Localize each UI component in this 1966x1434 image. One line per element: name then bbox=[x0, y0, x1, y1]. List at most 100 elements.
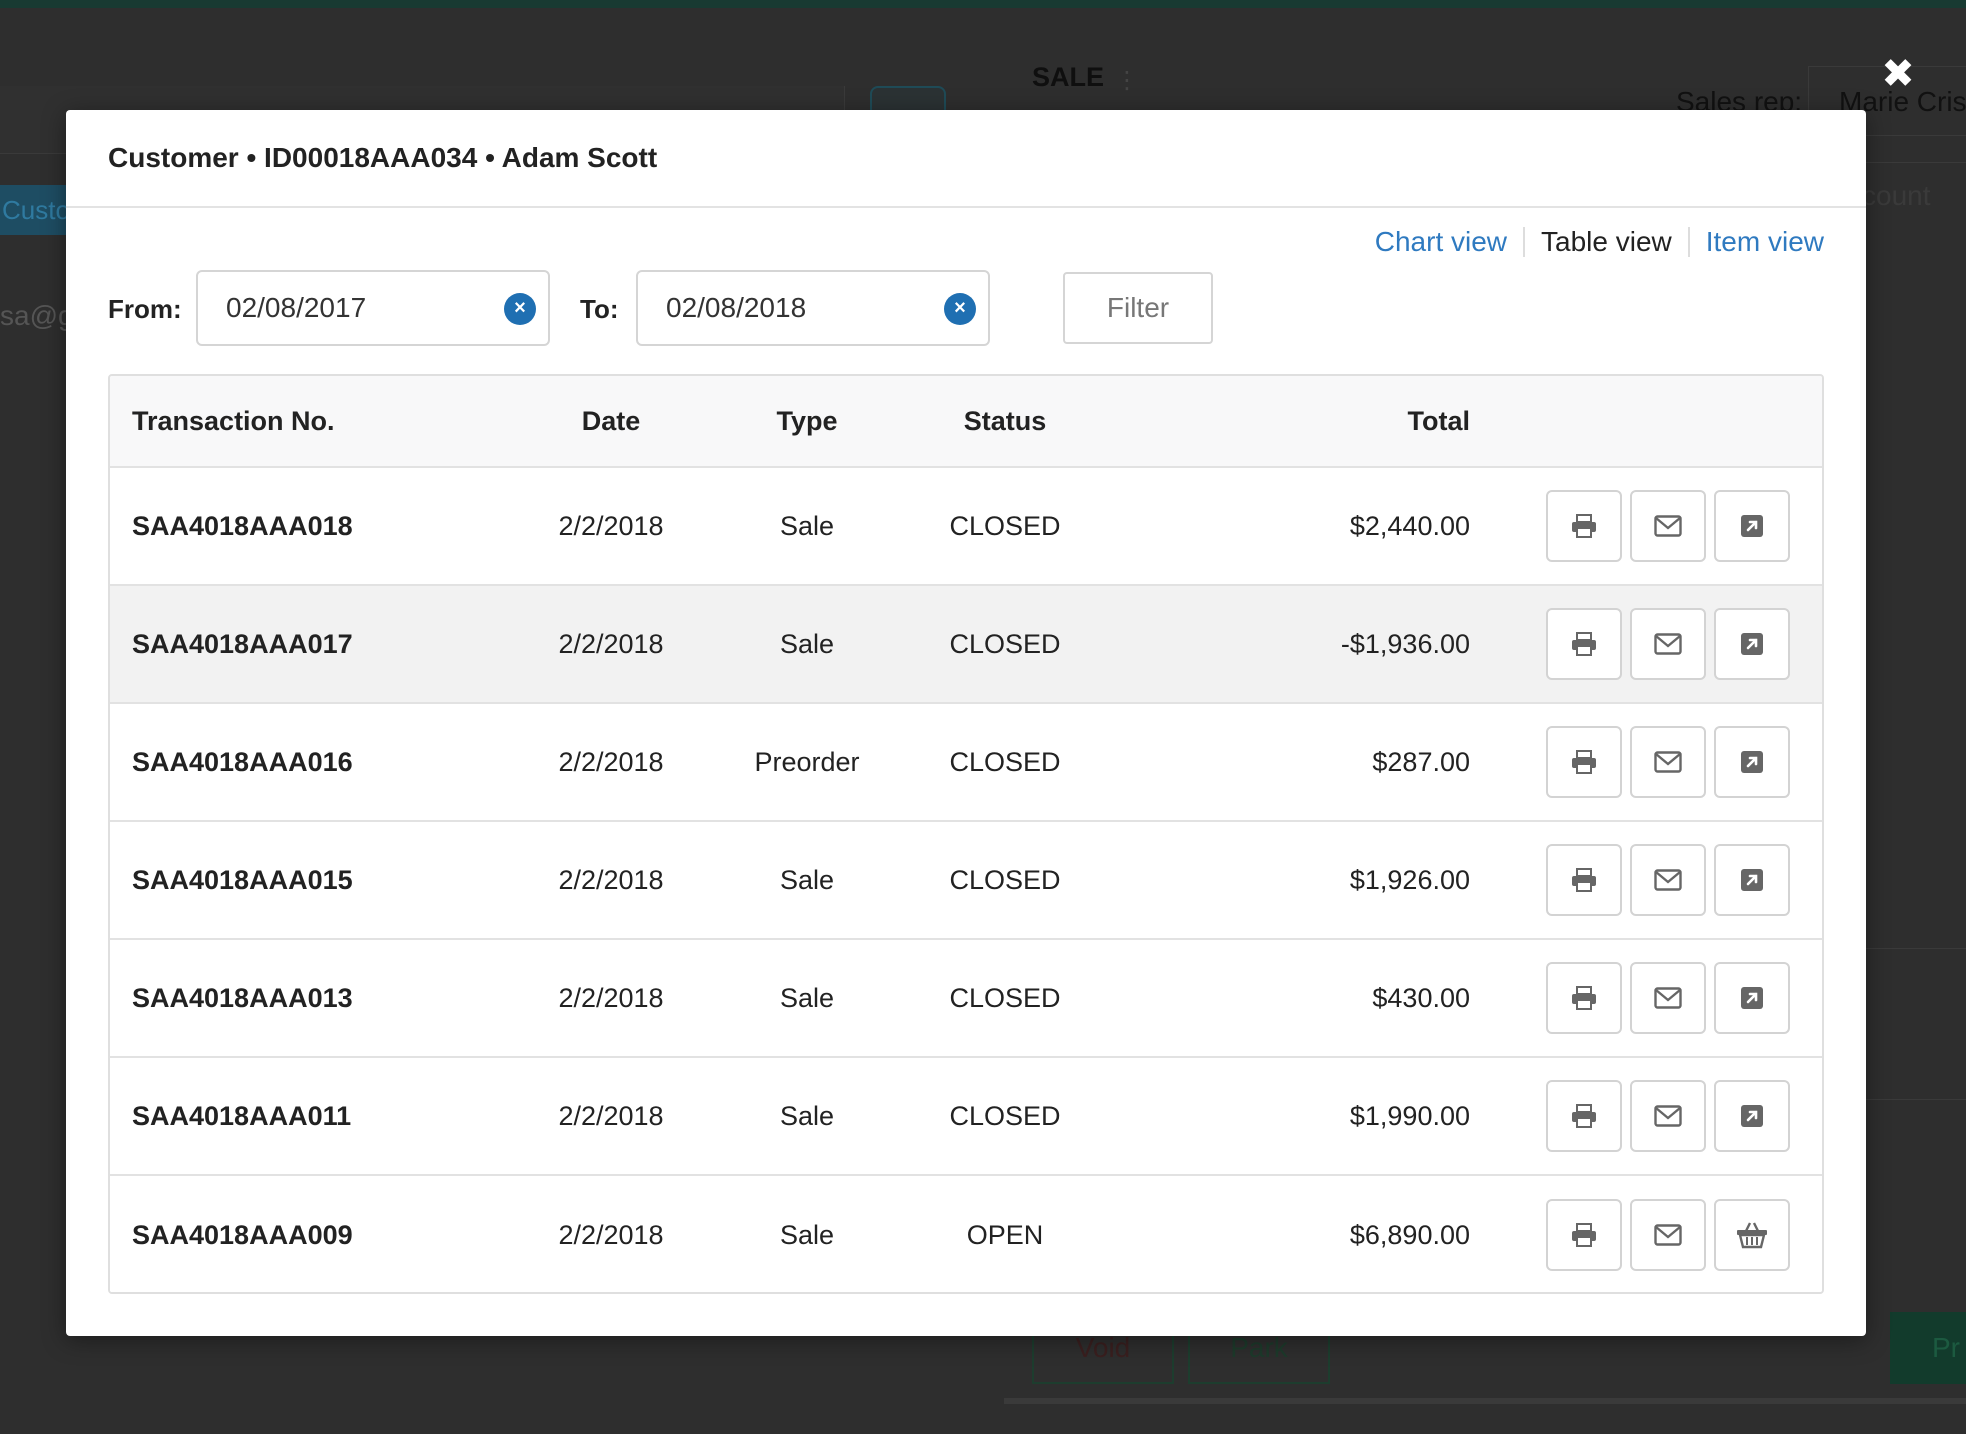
email-button[interactable] bbox=[1630, 608, 1706, 680]
date-filter-row: From: 02/08/2017 × To: 02/08/2018 × Filt… bbox=[108, 270, 1824, 346]
open-transaction-button[interactable] bbox=[1714, 962, 1790, 1034]
envelope-icon bbox=[1654, 869, 1682, 891]
row-actions bbox=[1546, 468, 1808, 584]
row-actions bbox=[1546, 1176, 1808, 1292]
print-button[interactable] bbox=[1546, 726, 1622, 798]
transaction-date: 2/2/2018 bbox=[558, 628, 664, 659]
envelope-icon bbox=[1654, 633, 1682, 655]
print-icon bbox=[1572, 1223, 1596, 1247]
to-label: To: bbox=[580, 294, 619, 324]
table-row[interactable]: SAA4018AAA018 2/2/2018 Sale CLOSED $2,44… bbox=[110, 468, 1822, 586]
transaction-status: OPEN bbox=[966, 1219, 1044, 1250]
divider bbox=[1687, 227, 1690, 257]
add-to-cart-button[interactable] bbox=[1714, 1199, 1790, 1271]
header-total: Total bbox=[1407, 405, 1471, 436]
transaction-date: 2/2/2018 bbox=[558, 746, 664, 777]
table-row[interactable]: SAA4018AAA011 2/2/2018 Sale CLOSED $1,99… bbox=[110, 1058, 1822, 1176]
basket-icon bbox=[1737, 1222, 1767, 1249]
background-park-button: Park bbox=[1188, 1312, 1330, 1384]
view-switcher: Chart view Table view Item view bbox=[1375, 226, 1824, 258]
email-button[interactable] bbox=[1630, 490, 1706, 562]
transaction-type: Sale bbox=[779, 1100, 835, 1131]
transaction-date: 2/2/2018 bbox=[558, 982, 664, 1013]
email-button[interactable] bbox=[1630, 1199, 1706, 1271]
envelope-icon bbox=[1654, 1105, 1682, 1127]
transaction-total: $1,926.00 bbox=[1349, 864, 1470, 895]
header-status: Status bbox=[963, 405, 1047, 436]
transaction-total: -$1,936.00 bbox=[1340, 628, 1470, 659]
table-body: SAA4018AAA018 2/2/2018 Sale CLOSED $2,44… bbox=[110, 468, 1822, 1292]
print-button[interactable] bbox=[1546, 1199, 1622, 1271]
from-date-field[interactable]: 02/08/2017 × bbox=[196, 270, 550, 346]
transaction-total: $287.00 bbox=[1372, 746, 1470, 777]
open-transaction-button[interactable] bbox=[1714, 726, 1790, 798]
open-transaction-button[interactable] bbox=[1714, 608, 1790, 680]
transaction-total: $6,890.00 bbox=[1349, 1219, 1470, 1250]
header-type: Type bbox=[776, 405, 838, 436]
transaction-number: SAA4018AAA009 bbox=[132, 1219, 353, 1250]
print-button[interactable] bbox=[1546, 962, 1622, 1034]
table-row[interactable]: SAA4018AAA016 2/2/2018 Preorder CLOSED $… bbox=[110, 704, 1822, 822]
row-actions bbox=[1546, 586, 1808, 702]
transaction-status: CLOSED bbox=[949, 982, 1061, 1013]
print-button[interactable] bbox=[1546, 490, 1622, 562]
email-button[interactable] bbox=[1630, 844, 1706, 916]
transaction-date: 2/2/2018 bbox=[558, 864, 664, 895]
chart-view-link[interactable]: Chart view bbox=[1374, 226, 1508, 257]
open-icon bbox=[1741, 869, 1763, 891]
from-label: From: bbox=[108, 294, 182, 324]
background-pay-button: Pr bbox=[1890, 1312, 1966, 1384]
item-view-link[interactable]: Item view bbox=[1705, 226, 1824, 257]
clear-from-date-icon[interactable]: × bbox=[504, 293, 536, 325]
to-date-field[interactable]: 02/08/2018 × bbox=[636, 270, 990, 346]
print-button[interactable] bbox=[1546, 1080, 1622, 1152]
transaction-status: CLOSED bbox=[949, 864, 1061, 895]
background-bottom-line bbox=[1004, 1398, 1966, 1404]
transaction-number: SAA4018AAA018 bbox=[132, 510, 353, 541]
transaction-type: Sale bbox=[779, 864, 835, 895]
transaction-number: SAA4018AAA011 bbox=[132, 1100, 352, 1131]
print-icon bbox=[1572, 514, 1596, 538]
filter-button[interactable]: Filter bbox=[1063, 272, 1213, 344]
print-button[interactable] bbox=[1546, 608, 1622, 680]
transaction-status: CLOSED bbox=[949, 510, 1061, 541]
email-button[interactable] bbox=[1630, 962, 1706, 1034]
table-row[interactable]: SAA4018AAA009 2/2/2018 Sale OPEN $6,890.… bbox=[110, 1176, 1822, 1292]
transaction-total: $1,990.00 bbox=[1349, 1100, 1470, 1131]
envelope-icon bbox=[1654, 751, 1682, 773]
print-icon bbox=[1572, 986, 1596, 1010]
email-button[interactable] bbox=[1630, 726, 1706, 798]
divider bbox=[1523, 227, 1526, 257]
table-header: Transaction No. Date Type Status Total bbox=[110, 376, 1822, 468]
table-row[interactable]: SAA4018AAA017 2/2/2018 Sale CLOSED -$1,9… bbox=[110, 586, 1822, 704]
print-icon bbox=[1572, 632, 1596, 656]
transaction-total: $430.00 bbox=[1372, 982, 1470, 1013]
email-button[interactable] bbox=[1630, 1080, 1706, 1152]
to-date-value: 02/08/2018 bbox=[666, 292, 807, 323]
open-transaction-button[interactable] bbox=[1714, 1080, 1790, 1152]
transaction-type: Sale bbox=[779, 982, 835, 1013]
table-view-link[interactable]: Table view bbox=[1541, 226, 1672, 257]
print-icon bbox=[1572, 868, 1596, 892]
envelope-icon bbox=[1654, 515, 1682, 537]
row-actions bbox=[1546, 822, 1808, 938]
transactions-table: Transaction No. Date Type Status Total S… bbox=[108, 374, 1824, 1294]
close-icon[interactable]: ✖ bbox=[1881, 52, 1915, 96]
open-icon bbox=[1741, 515, 1763, 537]
envelope-icon bbox=[1654, 987, 1682, 1009]
clear-to-date-icon[interactable]: × bbox=[944, 293, 976, 325]
open-transaction-button[interactable] bbox=[1714, 490, 1790, 562]
open-icon bbox=[1741, 751, 1763, 773]
customer-history-modal: Customer • ID00018AAA034 • Adam Scott Ch… bbox=[66, 110, 1866, 1336]
more-icon: ⋮ bbox=[1115, 67, 1139, 94]
modal-title: Customer • ID00018AAA034 • Adam Scott bbox=[108, 142, 658, 173]
transaction-number: SAA4018AAA017 bbox=[132, 628, 353, 659]
open-transaction-button[interactable] bbox=[1714, 844, 1790, 916]
table-row[interactable]: SAA4018AAA013 2/2/2018 Sale CLOSED $430.… bbox=[110, 940, 1822, 1058]
print-button[interactable] bbox=[1546, 844, 1622, 916]
transaction-date: 2/2/2018 bbox=[558, 1219, 664, 1250]
transaction-date: 2/2/2018 bbox=[558, 1100, 664, 1131]
top-stripe bbox=[0, 0, 1966, 8]
transaction-type: Preorder bbox=[754, 746, 860, 777]
table-row[interactable]: SAA4018AAA015 2/2/2018 Sale CLOSED $1,92… bbox=[110, 822, 1822, 940]
